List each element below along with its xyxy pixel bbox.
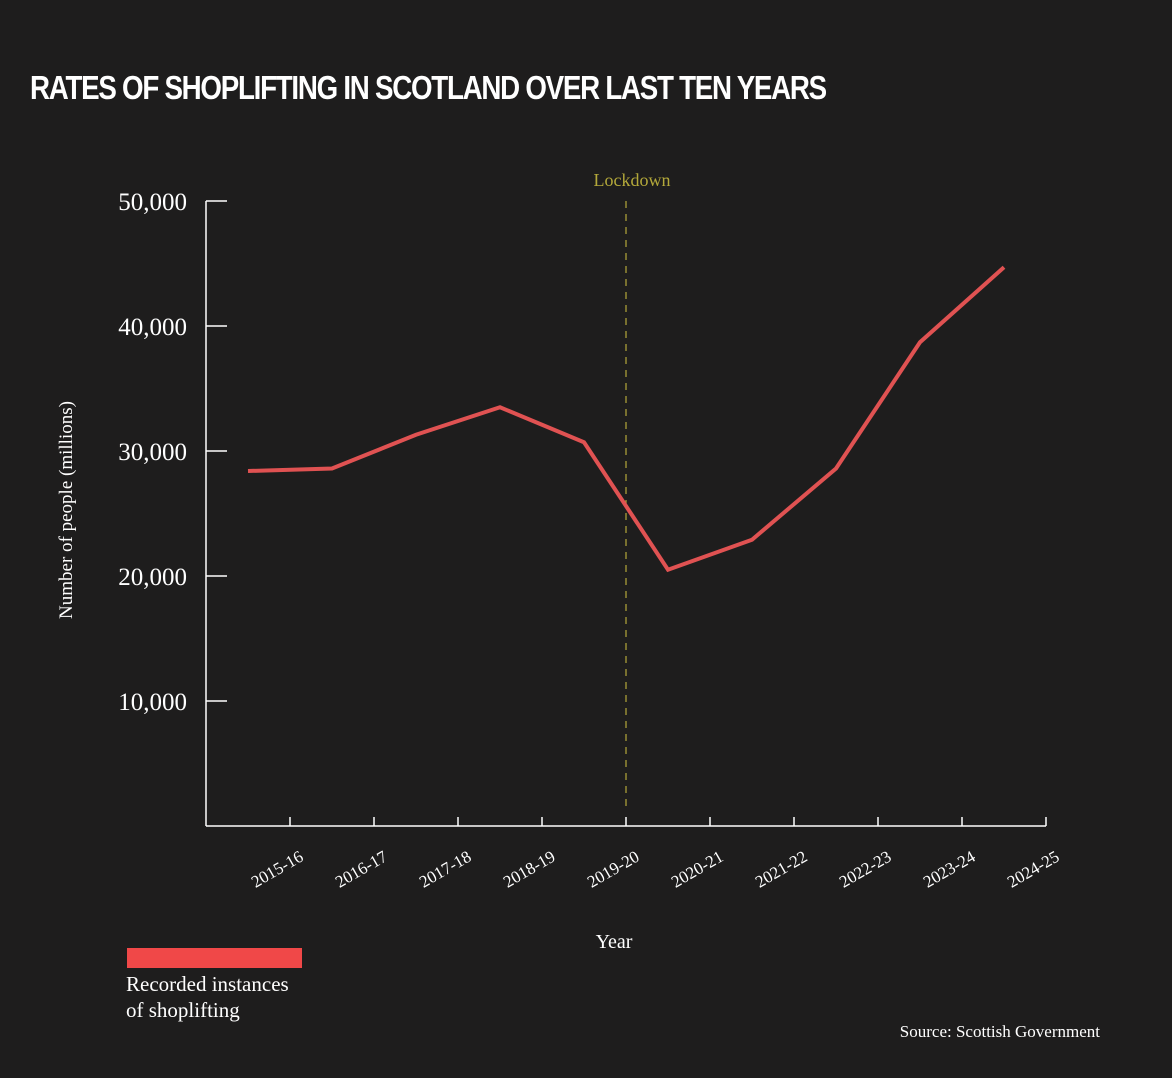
legend-label-line-2: of shoplifting [126, 998, 240, 1022]
y-tick-label: 30,000 [118, 439, 187, 466]
shoplifting-series-line [247, 265, 1006, 573]
x-tick-label: 2021-22 [752, 847, 811, 892]
legend-swatch [127, 948, 302, 968]
x-tick-label: 2023-24 [920, 847, 979, 892]
x-tick-label: 2017-18 [416, 847, 475, 892]
x-tick-label: 2022-23 [836, 847, 895, 892]
x-tick-label: 2024-25 [1004, 847, 1063, 892]
source-note: Source: Scottish Government [899, 1022, 1100, 1041]
annotations: Lockdown [594, 170, 671, 808]
y-tick-label: 20,000 [118, 564, 187, 591]
x-tick-label: 2019-20 [584, 847, 643, 892]
y-ticks: 10,000 20,000 30,000 40,000 50,000 [118, 189, 227, 716]
y-axis-label: Number of people (millions) [56, 401, 77, 619]
legend-label: Recorded instances of shoplifting [126, 971, 346, 1023]
series [247, 265, 1006, 573]
x-tick-label: 2020-21 [668, 847, 727, 892]
x-axis-label: Year [596, 931, 633, 953]
x-tick-label: 2018-19 [500, 847, 559, 892]
x-ticks: 2015-16 2016-17 2017-18 2018-19 2019-20 2020-… [248, 817, 1063, 892]
y-tick-label: 10,000 [118, 689, 187, 716]
chart-title: RATES OF SHOPLIFTING IN SCOTLAND OVER LA… [30, 69, 827, 106]
lockdown-label: Lockdown [594, 170, 671, 190]
y-tick-label: 50,000 [118, 189, 187, 216]
x-tick-label: 2016-17 [332, 847, 391, 892]
y-tick-label: 40,000 [118, 314, 187, 341]
legend-label-line-1: Recorded instances [126, 972, 289, 996]
x-tick-label: 2015-16 [248, 847, 307, 892]
